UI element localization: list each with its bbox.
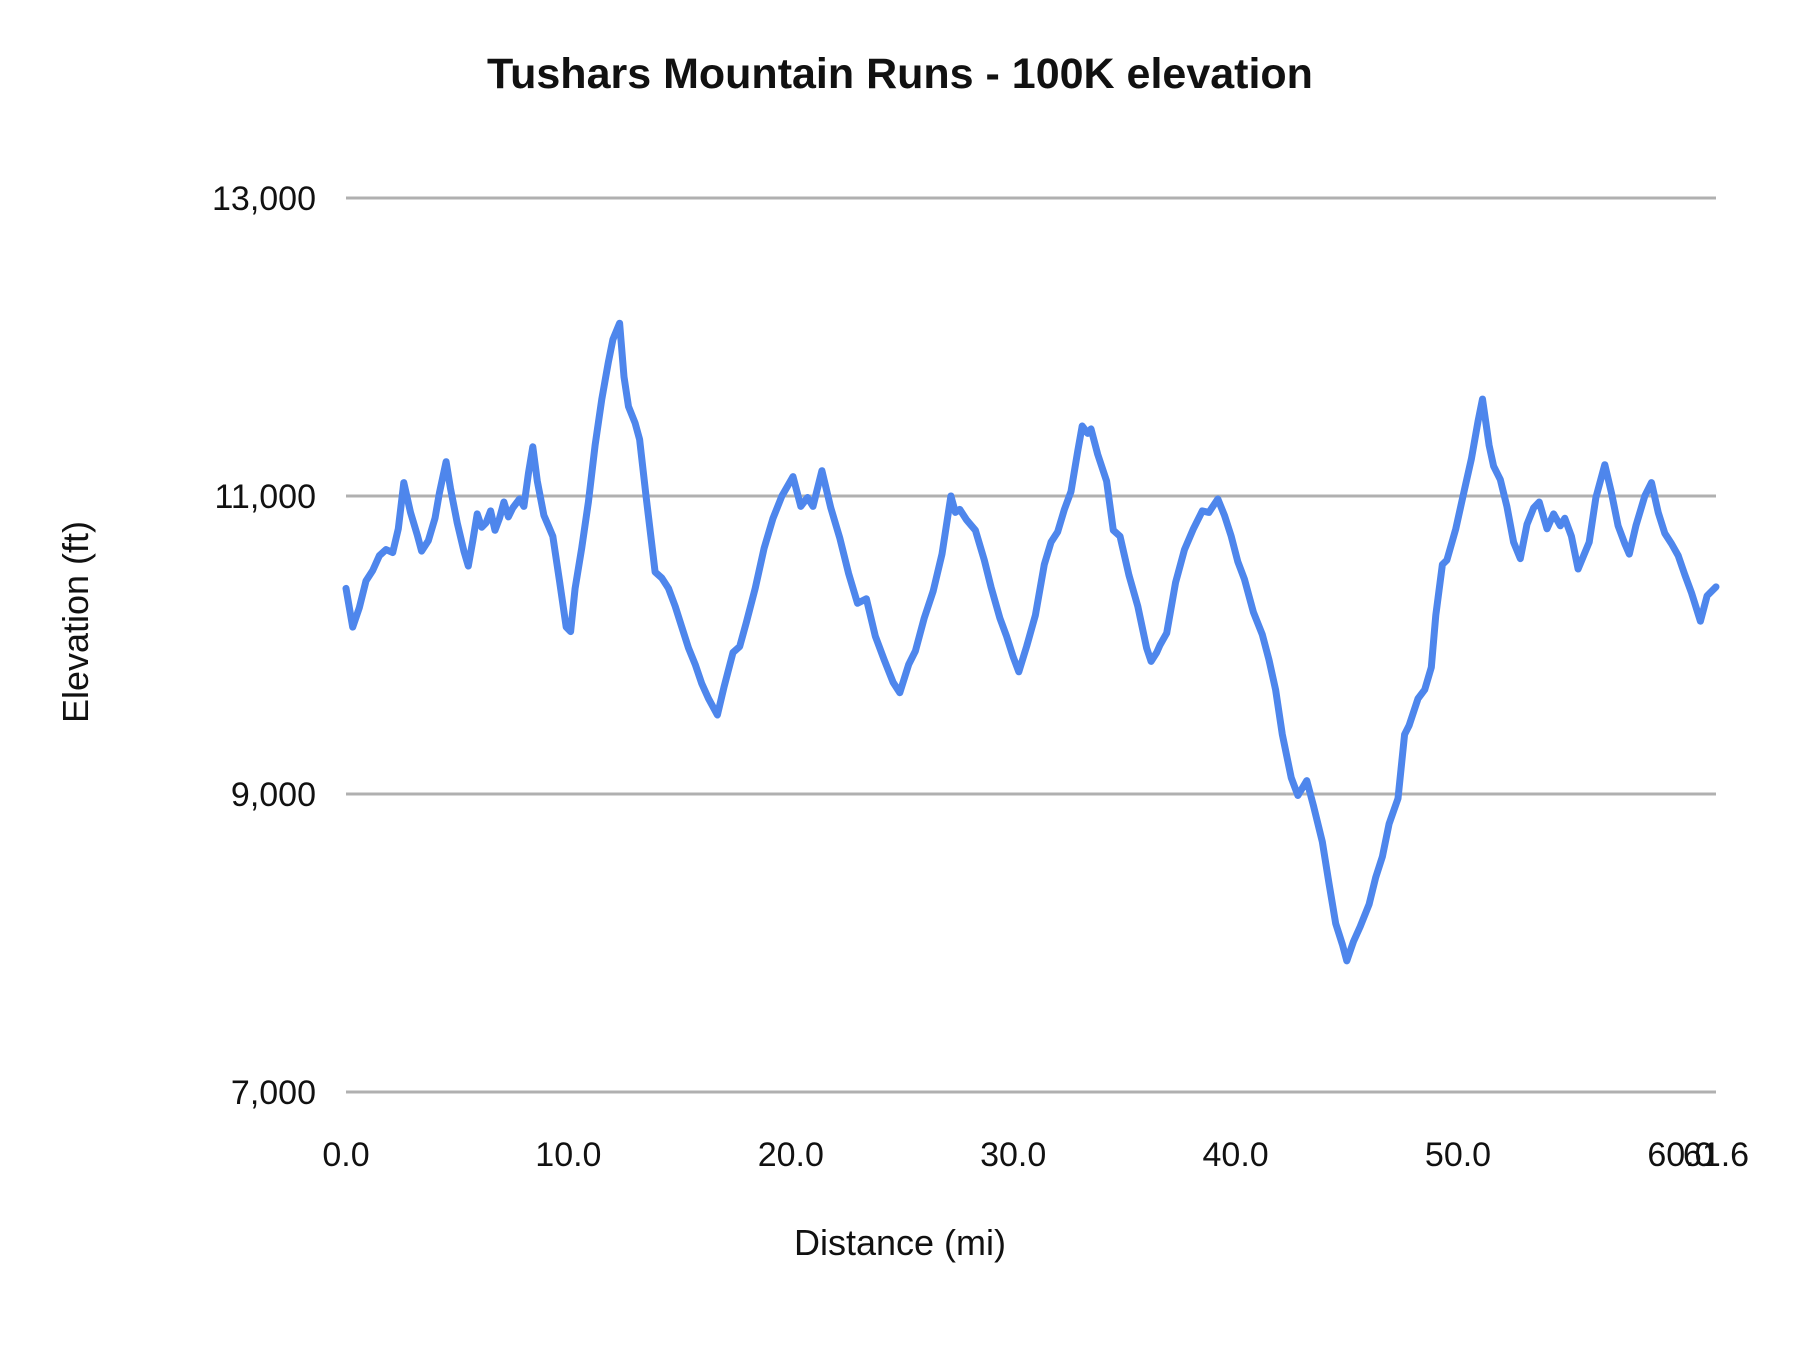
x-tick-label: 10.0 <box>535 1136 601 1174</box>
x-tick-label: 30.0 <box>980 1136 1046 1174</box>
chart-title: Tushars Mountain Runs - 100K elevation <box>487 50 1313 98</box>
x-tick-label: 60.0 <box>1647 1136 1713 1174</box>
x-tick-labels: 0.0 10.0 20.0 30.0 40.0 50.0 60.061.6 <box>322 1136 1749 1174</box>
y-tick-labels: 7,000 9,000 11,000 13,000 <box>212 180 316 1112</box>
x-tick-label: 61.6 <box>1683 1136 1749 1174</box>
y-axis-title: Elevation (ft) <box>55 520 96 724</box>
gridlines <box>346 196 1716 1094</box>
x-tick-label: 0.0 <box>322 1136 369 1174</box>
x-tick-label: 40.0 <box>1203 1136 1269 1174</box>
x-tick-label: 50.0 <box>1425 1136 1491 1174</box>
y-tick-label: 7,000 <box>231 1074 316 1112</box>
y-tick-label: 9,000 <box>231 776 316 814</box>
y-tick-label: 11,000 <box>215 478 316 516</box>
elevation-line <box>342 319 1720 965</box>
x-axis-title: Distance (mi) <box>793 1222 1007 1263</box>
x-tick-label: 20.0 <box>758 1136 824 1174</box>
y-tick-label: 13,000 <box>212 180 316 218</box>
